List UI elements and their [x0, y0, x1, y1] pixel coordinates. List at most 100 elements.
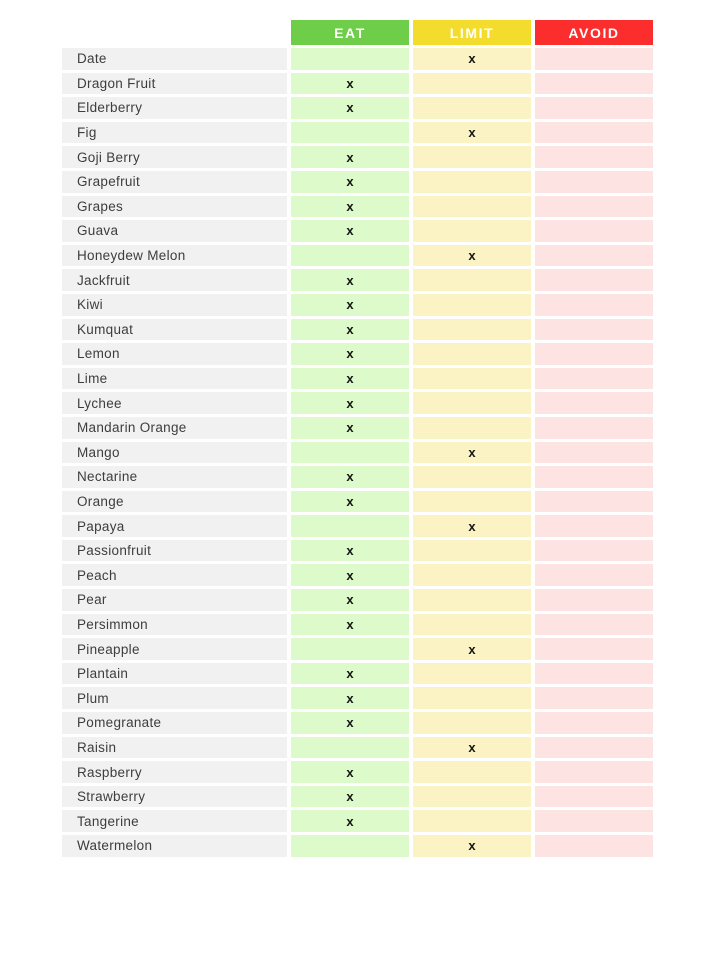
fruit-name-cell: Strawberry	[62, 785, 287, 808]
limit-cell	[413, 293, 531, 316]
limit-cell	[413, 72, 531, 95]
x-mark: x	[468, 51, 476, 67]
avoid-cell	[535, 564, 653, 587]
eat-cell: x	[291, 367, 409, 390]
table-header-row: EAT LIMIT AVOID	[62, 20, 653, 45]
x-mark: x	[468, 739, 476, 755]
x-mark: x	[346, 100, 354, 116]
fruit-name-cell: Guava	[62, 220, 287, 242]
fruit-name-cell: Kumquat	[62, 318, 287, 341]
fruit-name-cell: Plantain	[62, 662, 287, 685]
fruit-name-cell: Lychee	[62, 392, 287, 414]
eat-cell: x	[291, 195, 409, 218]
avoid-cell	[535, 810, 653, 832]
limit-cell	[413, 613, 531, 636]
x-mark: x	[468, 518, 476, 534]
limit-cell	[413, 269, 531, 291]
avoid-cell	[535, 220, 653, 242]
fruit-name-cell: Grapes	[62, 195, 287, 218]
limit-cell: x	[413, 48, 531, 70]
avoid-cell	[535, 367, 653, 390]
eat-cell	[291, 441, 409, 464]
limit-cell: x	[413, 515, 531, 537]
eat-cell: x	[291, 712, 409, 734]
fruit-name-cell: Nectarine	[62, 466, 287, 488]
eat-cell: x	[291, 466, 409, 488]
x-mark: x	[346, 789, 354, 805]
eat-cell: x	[291, 170, 409, 193]
avoid-cell	[535, 343, 653, 365]
fruit-name-cell: Pomegranate	[62, 712, 287, 734]
x-mark: x	[468, 444, 476, 460]
x-mark: x	[346, 592, 354, 608]
fruit-name-cell: Peach	[62, 564, 287, 587]
limit-cell	[413, 761, 531, 783]
x-mark: x	[468, 641, 476, 657]
avoid-cell	[535, 318, 653, 341]
fruit-name-cell: Elderberry	[62, 97, 287, 119]
avoid-cell	[535, 392, 653, 414]
eat-cell: x	[291, 564, 409, 587]
x-mark: x	[346, 543, 354, 559]
fruit-name-cell: Date	[62, 48, 287, 70]
fruit-name-cell: Pineapple	[62, 638, 287, 660]
x-mark: x	[346, 371, 354, 387]
limit-cell: x	[413, 835, 531, 857]
limit-cell	[413, 785, 531, 808]
x-mark: x	[346, 346, 354, 362]
column-header-avoid: AVOID	[535, 20, 653, 45]
eat-cell: x	[291, 810, 409, 832]
limit-cell	[413, 220, 531, 242]
limit-cell	[413, 539, 531, 562]
avoid-cell	[535, 785, 653, 808]
fruit-name-cell: Mango	[62, 441, 287, 464]
limit-cell	[413, 146, 531, 168]
table-body: Date x Dragon Fruit x Elderberry x Fig x…	[62, 48, 653, 857]
x-mark: x	[346, 75, 354, 91]
x-mark: x	[346, 198, 354, 214]
x-mark: x	[346, 469, 354, 485]
eat-cell: x	[291, 220, 409, 242]
x-mark: x	[346, 666, 354, 682]
limit-cell	[413, 810, 531, 832]
avoid-cell	[535, 121, 653, 144]
eat-cell: x	[291, 589, 409, 611]
fruit-name-cell: Passionfruit	[62, 539, 287, 562]
fruit-name-cell: Plum	[62, 687, 287, 710]
x-mark: x	[346, 149, 354, 165]
avoid-cell	[535, 48, 653, 70]
limit-cell	[413, 466, 531, 488]
avoid-cell	[535, 662, 653, 685]
avoid-cell	[535, 466, 653, 488]
fruit-name-cell: Orange	[62, 490, 287, 513]
avoid-cell	[535, 97, 653, 119]
x-mark: x	[346, 715, 354, 731]
x-mark: x	[346, 321, 354, 337]
avoid-cell	[535, 539, 653, 562]
avoid-cell	[535, 736, 653, 759]
eat-cell: x	[291, 269, 409, 291]
fruit-name-cell: Persimmon	[62, 613, 287, 636]
x-mark: x	[346, 395, 354, 411]
eat-cell	[291, 835, 409, 857]
fruit-name-cell: Tangerine	[62, 810, 287, 832]
x-mark: x	[346, 223, 354, 239]
limit-cell: x	[413, 638, 531, 660]
fruit-name-cell: Raspberry	[62, 761, 287, 783]
column-header-eat: EAT	[291, 20, 409, 45]
fruit-name-cell: Mandarin Orange	[62, 416, 287, 439]
avoid-cell	[535, 170, 653, 193]
eat-cell: x	[291, 146, 409, 168]
fruit-category-table: EAT LIMIT AVOID Date x Dragon Fruit x El…	[62, 20, 653, 857]
fruit-name-cell: Honeydew Melon	[62, 244, 287, 267]
eat-cell: x	[291, 416, 409, 439]
eat-cell: x	[291, 72, 409, 95]
avoid-cell	[535, 269, 653, 291]
x-mark: x	[468, 838, 476, 854]
fruit-name-cell: Grapefruit	[62, 170, 287, 193]
avoid-cell	[535, 589, 653, 611]
fruit-name-cell: Dragon Fruit	[62, 72, 287, 95]
avoid-cell	[535, 835, 653, 857]
x-mark: x	[468, 125, 476, 141]
eat-cell: x	[291, 392, 409, 414]
